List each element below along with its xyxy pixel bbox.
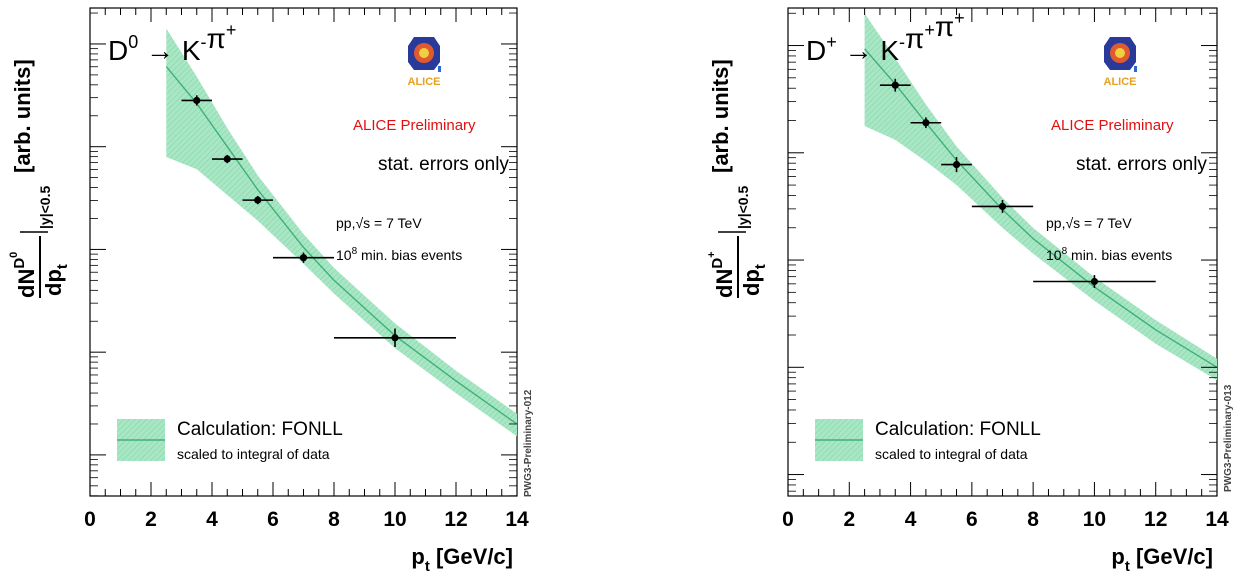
legend: Calculation: FONLL scaled to integral of …: [815, 419, 1041, 462]
marker: [952, 160, 961, 169]
data-point: [334, 328, 456, 348]
x-tick-label: 0: [84, 508, 96, 531]
x-tick-label: 4: [905, 508, 917, 531]
logo-mark: [1134, 66, 1137, 72]
fonll-band: [864, 13, 1217, 381]
x-tick-label: 6: [267, 508, 279, 531]
marker: [891, 81, 899, 89]
alice-logo-text: ALICE: [1104, 76, 1137, 88]
legend-line2: scaled to integral of data: [875, 446, 1028, 462]
legend-line1: Calculation: FONLL: [875, 419, 1041, 440]
marker: [223, 155, 231, 163]
data-point: [212, 154, 243, 164]
legend-line2: scaled to integral of data: [177, 446, 330, 462]
y-axis-title: dND+dpt |y|<0.5[arb. units]: [706, 59, 769, 298]
energy-note: pp,√s = 7 TeV: [336, 215, 422, 231]
x-tick-label: 2: [145, 508, 157, 531]
preliminary-label: ALICE Preliminary: [353, 117, 476, 134]
marker: [1090, 277, 1099, 286]
legend-line1: Calculation: FONLL: [177, 419, 343, 440]
x-tick-label: 10: [1083, 508, 1106, 531]
data-point: [971, 199, 1034, 213]
x-tick-label: 4: [206, 508, 218, 531]
watermark: PWG3-Preliminary-012: [523, 389, 534, 497]
y-title-condition: |y|<0.5: [37, 186, 53, 229]
y-title-denominator: dpt: [739, 264, 769, 296]
legend: Calculation: FONLL scaled to integral of …: [117, 419, 343, 462]
decay-channel-title: D+ → K-π+π+: [806, 8, 965, 66]
events-note: 108 min. bias events: [336, 246, 462, 263]
x-tick-label: 0: [782, 508, 794, 531]
data-point: [941, 157, 972, 173]
x-tick-label: 10: [383, 508, 406, 531]
preliminary-label: ALICE Preliminary: [1051, 117, 1174, 134]
alice-logo: [408, 37, 441, 72]
x-tick-label: 12: [444, 508, 467, 531]
plot-frame: [787, 7, 1218, 497]
d0-panel: 0 2 4 6 8 10 12 14 D0 → K-π+ ALICE ALICE Prelimina…: [8, 7, 534, 575]
fonll-band: [166, 28, 517, 437]
data-point: [1033, 275, 1156, 288]
stat-errors-note: stat. errors only: [1076, 154, 1207, 175]
watermark: PWG3-Preliminary-013: [1223, 384, 1234, 492]
x-tick-label: 8: [1027, 508, 1039, 531]
y-title-denominator: dpt: [41, 264, 71, 296]
x-axis-title: pt [GeV/c]: [411, 544, 513, 575]
y-title-unit: [arb. units]: [10, 59, 35, 173]
y-title-numerator: dND0: [8, 252, 39, 298]
data-point: [273, 252, 334, 263]
marker: [922, 119, 930, 127]
marker: [998, 202, 1007, 211]
x-tick-label: 12: [1144, 508, 1167, 531]
data-point: [242, 196, 273, 205]
fonll-central-line: [165, 66, 517, 425]
x-tick-label: 2: [843, 508, 855, 531]
data-point: [181, 95, 212, 106]
x-axis-title: pt [GeV/c]: [1111, 544, 1213, 575]
stat-errors-note: stat. errors only: [378, 154, 509, 175]
dplus-panel: 0 2 4 6 8 10 12 14 D+ → K-π+π+ ALICE ALICE Prelimi…: [706, 7, 1234, 575]
marker: [391, 334, 399, 342]
x-tick-label: 6: [966, 508, 978, 531]
logo-mark: [438, 66, 441, 72]
alice-logo-text: ALICE: [408, 76, 441, 88]
data-point: [879, 78, 911, 92]
x-tick-label: 8: [328, 508, 340, 531]
logo-center: [1115, 48, 1125, 58]
decay-channel-title: D0 → K-π+: [108, 20, 236, 66]
logo-center: [419, 48, 429, 58]
alice-logo: [1104, 37, 1137, 72]
marker: [254, 196, 262, 204]
data-point: [910, 117, 942, 129]
y-title-numerator: dND+: [706, 251, 737, 298]
energy-note: pp,√s = 7 TeV: [1046, 215, 1132, 231]
y-title-condition: |y|<0.5: [735, 186, 751, 229]
x-tick-label: 14: [505, 508, 529, 531]
y-title-unit: [arb. units]: [708, 59, 733, 173]
marker: [193, 96, 201, 105]
x-tick-label: 14: [1205, 508, 1229, 531]
events-note: 108 min. bias events: [1046, 246, 1172, 263]
marker: [299, 254, 308, 262]
